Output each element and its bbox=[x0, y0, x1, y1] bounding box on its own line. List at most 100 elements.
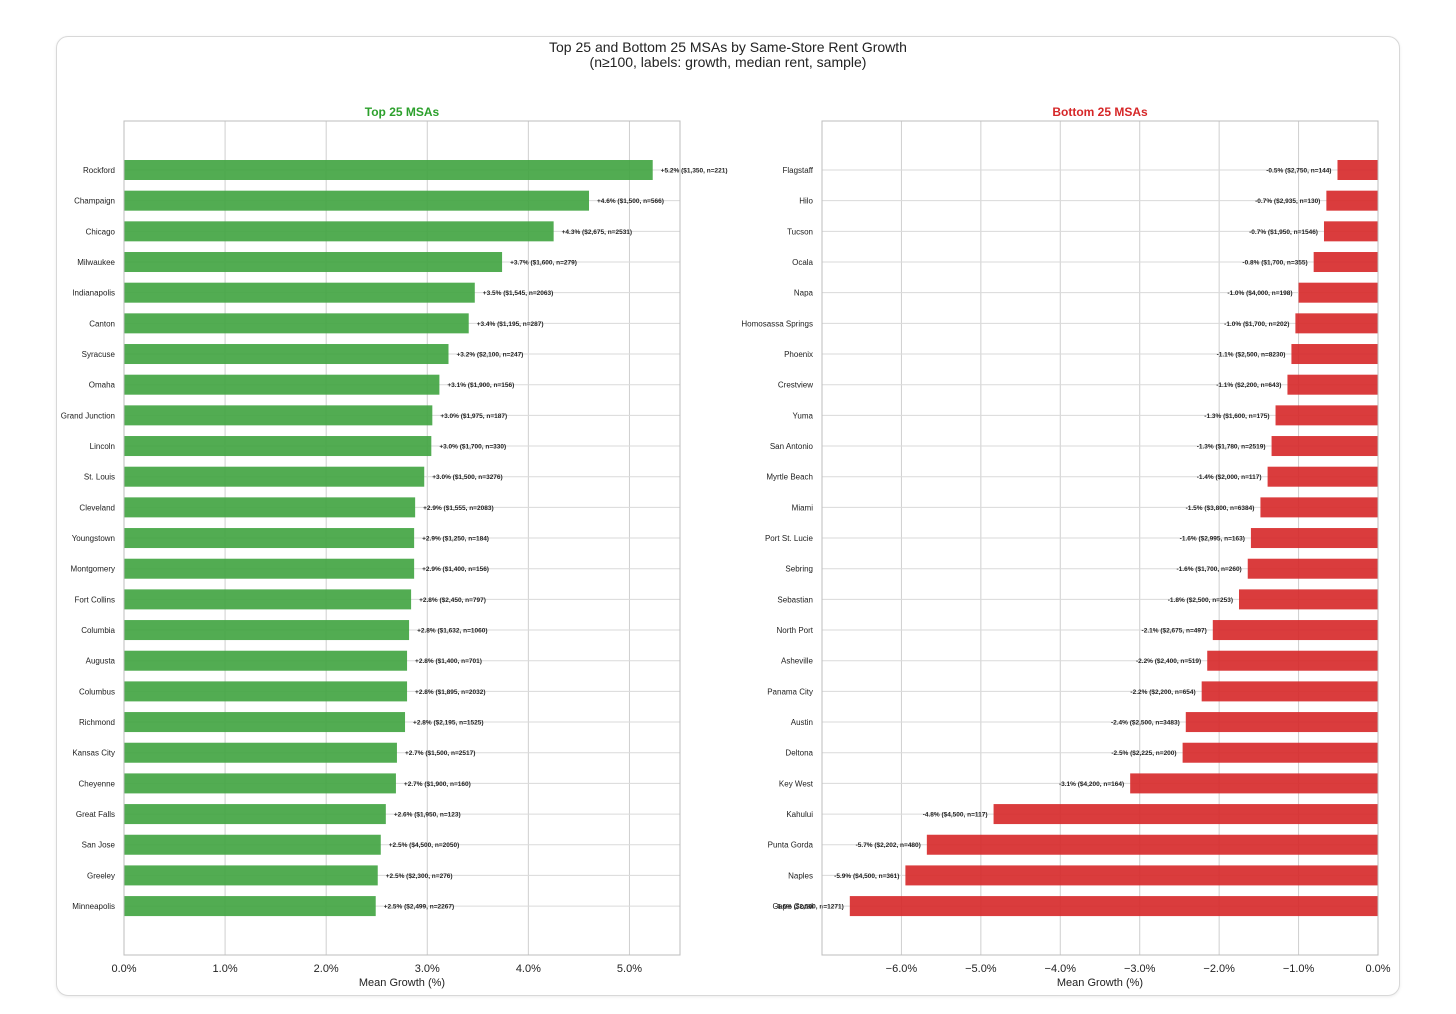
bottom-data-label: -1.5% ($3,800, n=6384) bbox=[1186, 505, 1255, 512]
top-category-label: Greeley bbox=[87, 871, 115, 880]
top-category-label: Columbia bbox=[81, 626, 115, 635]
top-category-label: Youngstown bbox=[72, 534, 115, 543]
bottom-data-label: -2.2% ($2,200, n=654) bbox=[1130, 689, 1195, 696]
bottom-bar bbox=[1250, 528, 1378, 549]
bottom-bar bbox=[1201, 681, 1378, 702]
top-data-label: +4.3% ($2,675, n=2531) bbox=[562, 229, 632, 236]
bottom-data-label: -1.3% ($1,600, n=175) bbox=[1204, 413, 1269, 420]
top-bar bbox=[124, 252, 503, 273]
top-category-label: Montgomery bbox=[71, 565, 115, 574]
top-data-label: +2.9% ($1,250, n=184) bbox=[422, 536, 489, 543]
top-x-tick-label: 0.0% bbox=[111, 963, 136, 975]
bottom-bar bbox=[1291, 344, 1378, 365]
bottom-data-label: -4.8% ($4,500, n=117) bbox=[923, 812, 988, 819]
top-data-label: +3.7% ($1,600, n=279) bbox=[510, 260, 577, 267]
bottom-bar bbox=[1326, 190, 1378, 211]
bottom-data-label: -1.3% ($1,780, n=2519) bbox=[1197, 444, 1266, 451]
top-category-label: Fort Collins bbox=[75, 595, 115, 604]
bottom-bar bbox=[1247, 558, 1378, 579]
top-data-label: +2.8% ($1,632, n=1060) bbox=[417, 628, 487, 635]
bottom-bar bbox=[1271, 436, 1378, 457]
top-category-label: Champaign bbox=[74, 197, 115, 206]
top-bar bbox=[124, 374, 440, 395]
top-x-tick-label: 2.0% bbox=[314, 963, 339, 975]
bottom-category-label: Sebring bbox=[785, 565, 813, 574]
top-category-label: Lincoln bbox=[90, 442, 115, 451]
top-category-label: Minneapolis bbox=[72, 902, 115, 911]
bottom-data-label: -6.6% ($2,500, n=1271) bbox=[775, 904, 844, 911]
top-category-label: San Jose bbox=[82, 841, 116, 850]
bottom-data-label: -1.1% ($2,200, n=643) bbox=[1216, 382, 1281, 389]
bottom-data-label: -1.4% ($2,000, n=117) bbox=[1197, 474, 1262, 481]
bottom-data-label: -3.1% ($4,200, n=164) bbox=[1059, 781, 1124, 788]
top-x-axis-label: Mean Growth (%) bbox=[359, 977, 445, 989]
bottom-data-label: -1.0% ($4,000, n=198) bbox=[1227, 290, 1292, 297]
bottom-category-label: North Port bbox=[777, 626, 814, 635]
bottom-bar bbox=[1182, 742, 1378, 763]
bottom-x-tick-label: −4.0% bbox=[1045, 963, 1077, 975]
bottom-category-label: Panama City bbox=[767, 687, 813, 696]
top-category-label: Cheyenne bbox=[79, 779, 116, 788]
bottom-x-tick-label: 0.0% bbox=[1365, 963, 1390, 975]
top-bar bbox=[124, 834, 381, 855]
top-bar bbox=[124, 528, 415, 549]
bottom-category-label: Napa bbox=[794, 289, 814, 298]
top-data-label: +2.9% ($1,400, n=156) bbox=[422, 566, 489, 573]
bottom-category-label: San Antonio bbox=[770, 442, 814, 451]
bottom-bar bbox=[1275, 405, 1378, 426]
bottom-x-tick-label: −3.0% bbox=[1124, 963, 1156, 975]
bottom-category-label: Myrtle Beach bbox=[766, 473, 813, 482]
top-bar bbox=[124, 650, 408, 671]
bottom-category-label: Yuma bbox=[793, 411, 814, 420]
bottom-bar bbox=[993, 804, 1378, 825]
top-category-label: Grand Junction bbox=[61, 411, 115, 420]
top-data-label: +2.5% ($2,300, n=276) bbox=[386, 873, 453, 880]
figure-title: Top 25 and Bottom 25 MSAs by Same-Store … bbox=[549, 39, 907, 55]
bottom-data-label: -2.4% ($2,500, n=3483) bbox=[1111, 720, 1180, 727]
bottom-data-label: -1.6% ($1,700, n=260) bbox=[1177, 566, 1242, 573]
top-data-label: +3.5% ($1,545, n=2063) bbox=[483, 290, 553, 297]
bottom-bar bbox=[1207, 650, 1378, 671]
top-bar bbox=[124, 865, 378, 886]
top-category-label: Milwaukee bbox=[77, 258, 115, 267]
top-bar bbox=[124, 221, 554, 242]
bottom-bar bbox=[926, 834, 1378, 855]
top-bar bbox=[124, 558, 415, 579]
top-category-label: Great Falls bbox=[76, 810, 115, 819]
top-bar bbox=[124, 313, 469, 334]
top-data-label: +2.5% ($4,500, n=2050) bbox=[389, 842, 459, 849]
top-x-tick-label: 1.0% bbox=[213, 963, 238, 975]
top-bar bbox=[124, 712, 406, 733]
bottom-bar bbox=[1287, 374, 1378, 395]
bottom-category-label: Naples bbox=[788, 871, 813, 880]
top-bar bbox=[124, 896, 376, 917]
top-bar bbox=[124, 742, 397, 763]
top-category-label: Canton bbox=[89, 319, 115, 328]
top-bar bbox=[124, 589, 412, 610]
top-data-label: +2.6% ($1,950, n=123) bbox=[394, 812, 461, 819]
bottom-category-label: Deltona bbox=[785, 749, 813, 758]
top-bar bbox=[124, 620, 410, 641]
top-data-label: +4.6% ($1,500, n=566) bbox=[597, 198, 664, 205]
bottom-category-label: Kahului bbox=[786, 810, 813, 819]
bottom-category-label: Port St. Lucie bbox=[765, 534, 814, 543]
bottom-x-tick-label: −6.0% bbox=[886, 963, 918, 975]
bottom-bar bbox=[1323, 221, 1378, 242]
top-bar bbox=[124, 405, 433, 426]
figure-subtitle: (n≥100, labels: growth, median rent, sam… bbox=[589, 54, 867, 70]
top-bar bbox=[124, 160, 653, 180]
top-bar bbox=[124, 190, 590, 211]
top-plot-frame bbox=[123, 120, 681, 956]
bottom-data-label: -0.7% ($1,950, n=1546) bbox=[1249, 229, 1318, 236]
bottom-category-label: Ocala bbox=[792, 258, 813, 267]
bottom-bar bbox=[1239, 589, 1378, 610]
bottom-category-label: Cape Coral bbox=[773, 902, 814, 911]
bottom-bar bbox=[1337, 160, 1378, 180]
bottom-category-label: Sebastian bbox=[777, 595, 813, 604]
bottom-data-label: -2.2% ($2,400, n=519) bbox=[1136, 658, 1201, 665]
top-x-tick-label: 5.0% bbox=[617, 963, 642, 975]
top-data-label: +3.2% ($2,100, n=247) bbox=[457, 352, 524, 359]
bottom-data-label: -1.8% ($2,500, n=253) bbox=[1168, 597, 1233, 604]
bottom-x-tick-label: −1.0% bbox=[1283, 963, 1315, 975]
